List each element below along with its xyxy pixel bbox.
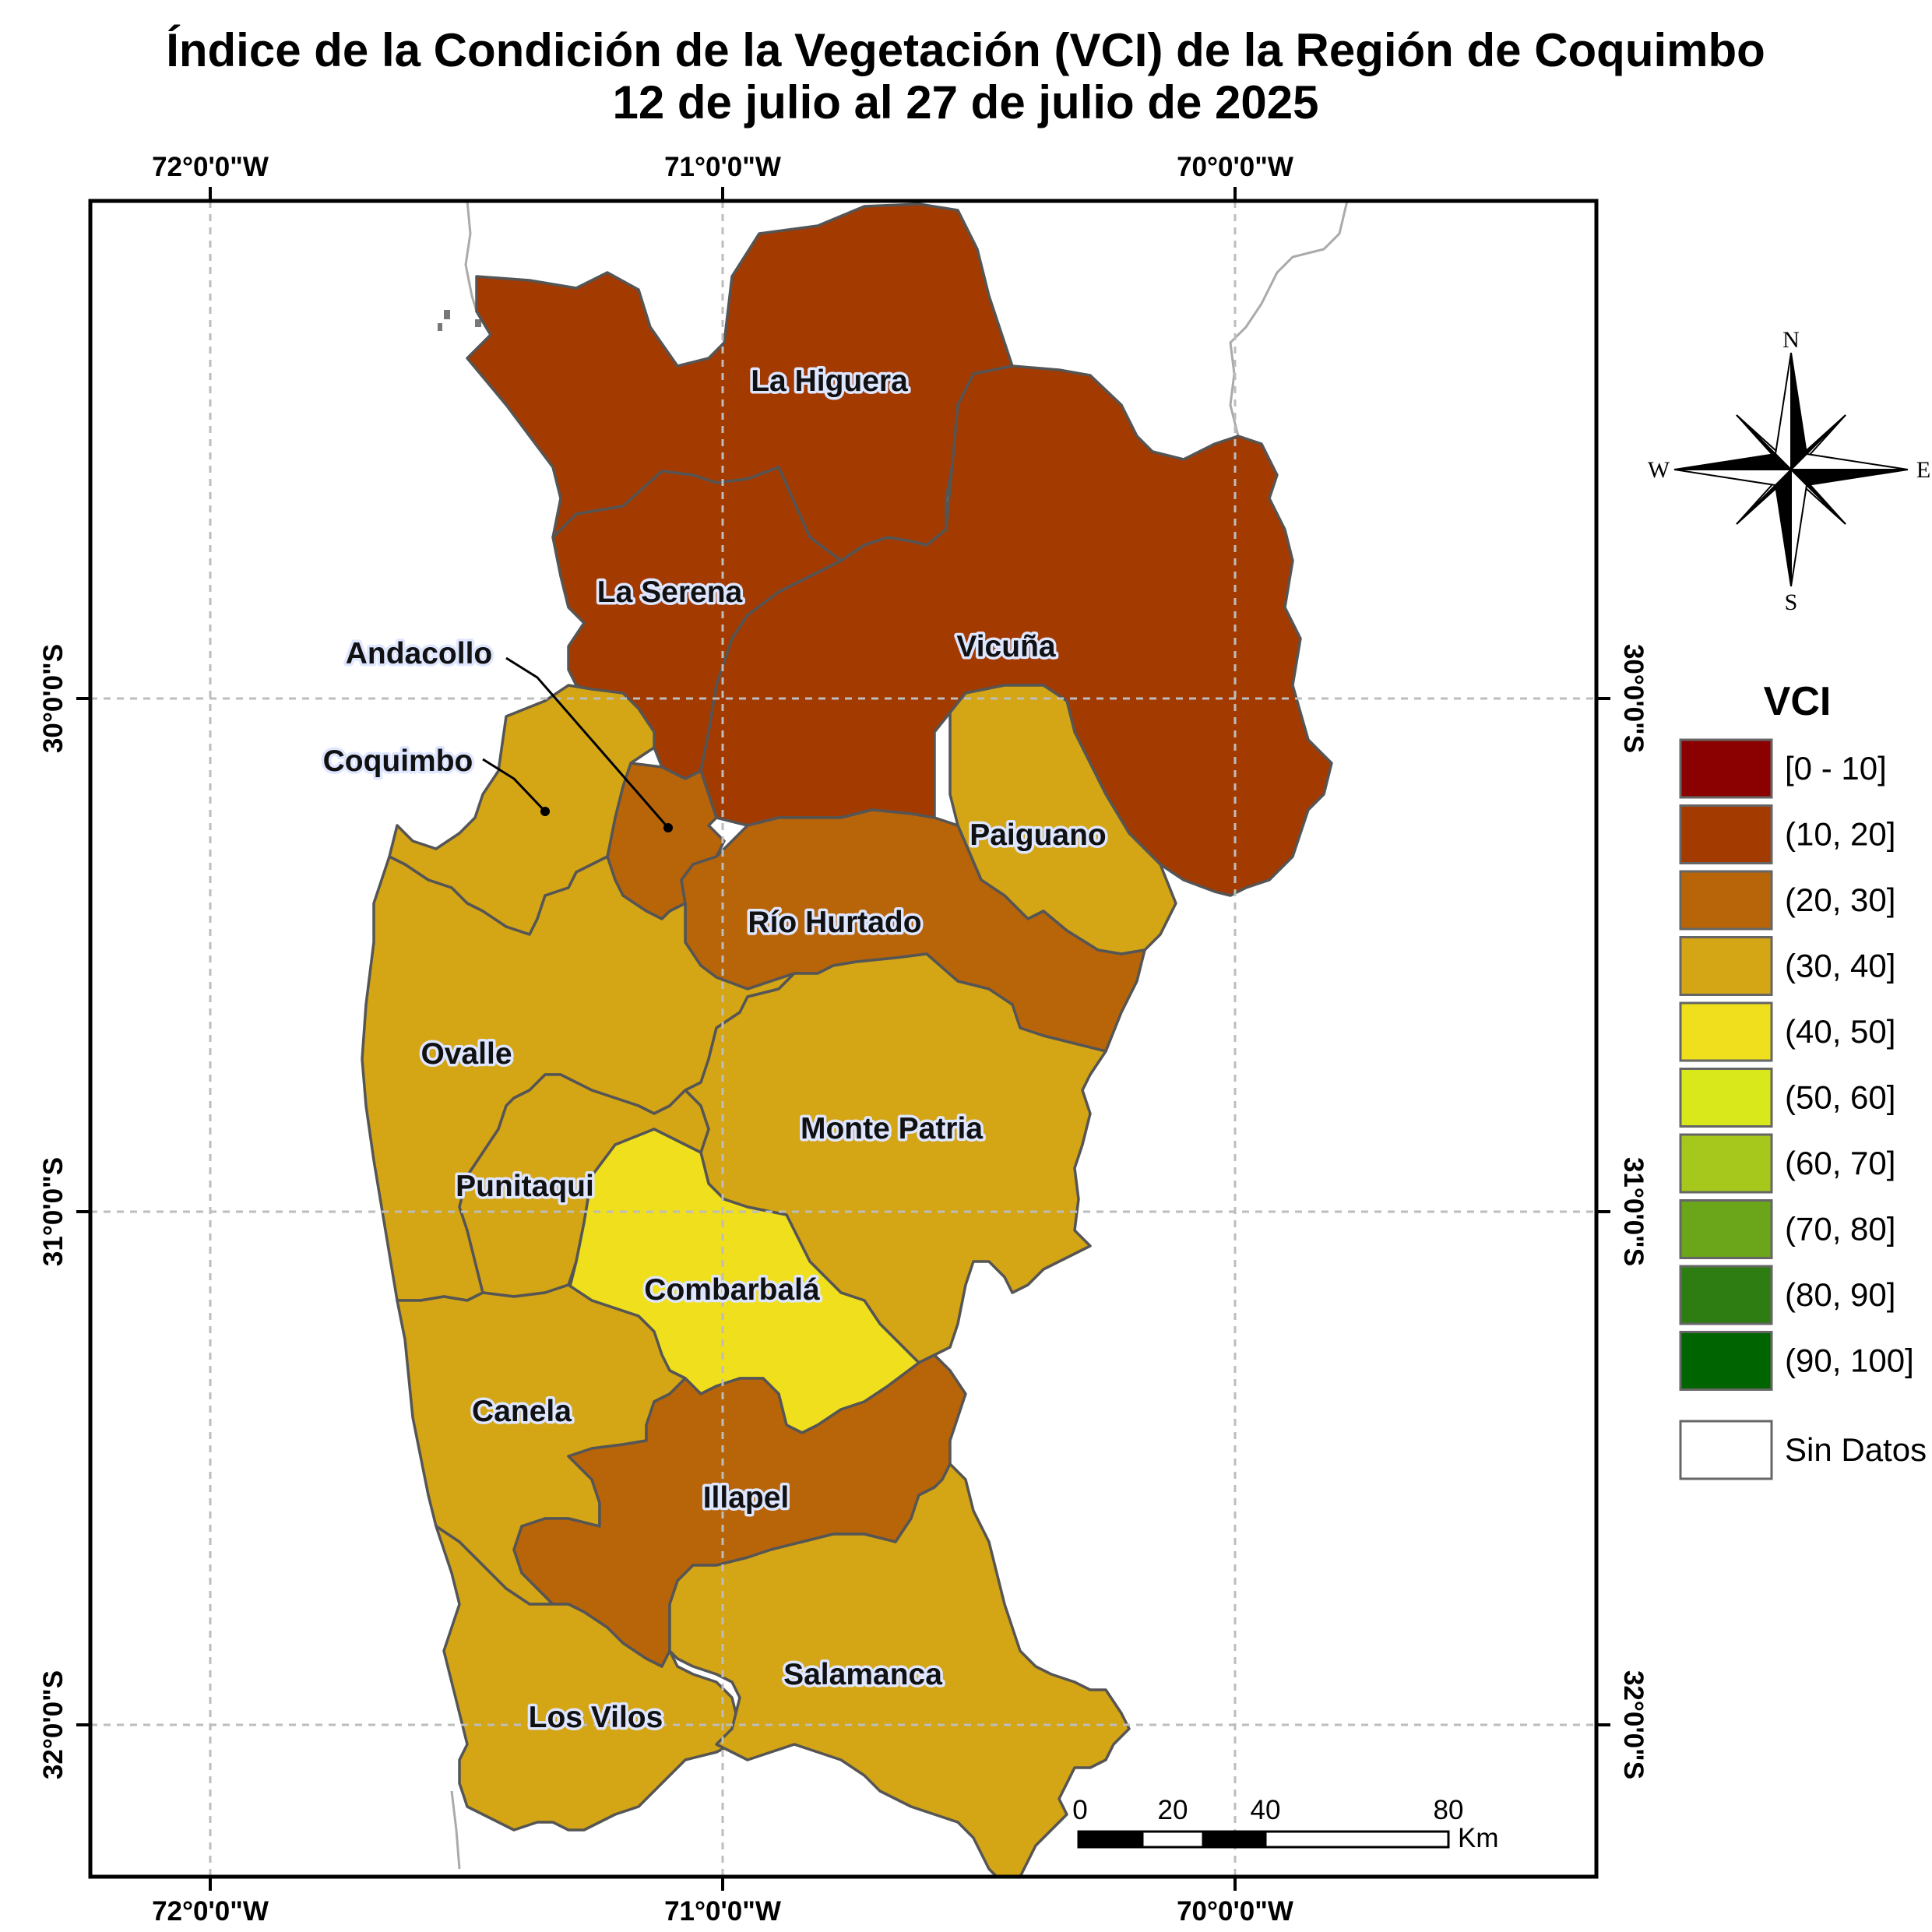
legend-items: [0 - 10] (10, 20] (20, 30] (30, 40] (40, 50]… [1679,738,1914,1391]
label-la-higuera: La Higuera [751,364,908,398]
map-title-line-1: Índice de la Condición de la Vegetación … [166,24,1765,76]
lat-label-left-31: 31°0'0"S [38,1157,69,1266]
region-los-vilos [435,1525,741,1832]
legend-swatch-9 [1679,1265,1773,1325]
lat-label-left-32: 32°0'0"S [38,1670,69,1779]
lat-label-right-30: 30°0'0"S [1618,644,1649,753]
compass-rose: N S E W [1648,327,1930,615]
scale-bar-segment-1 [1077,1830,1144,1849]
legend-swatch-10 [1679,1331,1773,1391]
coastline-south [450,1790,461,1870]
island-3 [475,319,481,327]
legend-label-9: (80, 90] [1785,1276,1895,1313]
lat-label-right-31: 31°0'0"S [1618,1157,1649,1266]
international-border-line [1229,201,1349,460]
label-paiguano: Paiguano [970,818,1107,852]
label-salamanca: Salamanca [783,1658,942,1691]
legend-label-4: (30, 40] [1785,948,1895,984]
label-monte-patria: Monte Patria [801,1112,983,1145]
compass-n: N [1782,327,1800,353]
scale-tick-0: 0 [1072,1795,1087,1825]
label-combarbala: Combarbalá [644,1273,820,1307]
label-andacollo: Andacollo [346,637,493,670]
label-canela: Canela [472,1395,572,1428]
scale-bar-segment-3 [1202,1830,1267,1849]
legend-label-6: (50, 60] [1785,1079,1895,1116]
label-coquimbo: Coquimbo [323,744,473,778]
label-ovalle: Ovalle [421,1037,512,1071]
legend-label-8: (70, 80] [1785,1211,1895,1248]
lon-label-top-70: 70°0'0"W [1177,152,1293,182]
tick-marks [76,187,1610,1891]
coquimbo-leader-line [482,758,547,813]
island-1 [444,310,450,319]
map-frame [88,199,1599,1879]
scale-bar-segment-2 [1141,1830,1205,1849]
legend-swatch-2 [1679,804,1773,864]
compass-e: E [1916,457,1930,483]
legend-label-7: (60, 70] [1785,1145,1895,1181]
scale-tick-40: 40 [1251,1795,1281,1825]
scale-bar: 0 20 40 80 Km [1072,1795,1498,1853]
graticule [90,201,1596,1877]
lon-label-bottom-71: 71°0'0"W [664,1896,781,1927]
label-illapel: Illapel [703,1481,790,1515]
lon-label-top-71: 71°0'0"W [664,152,781,182]
legend: VCI [0 - 10] (10, 20] (20, 30] (30, 40] (40,… [1679,679,1927,1480]
scale-tick-80: 80 [1434,1795,1464,1825]
lon-label-bottom-70: 70°0'0"W [1177,1896,1293,1927]
island-2 [438,323,442,331]
legend-title: VCI [1764,679,1832,724]
legend-label-3: (20, 30] [1785,882,1895,918]
andacollo-leader-line [505,656,670,829]
label-vicuna: Vicuña [956,630,1055,663]
coquimbo-point [540,807,550,816]
compass-s: S [1785,589,1798,615]
label-rio-hurtado: Río Hurtado [748,906,921,939]
label-los-vilos: Los Vilos [529,1701,663,1734]
lon-label-top-72: 72°0'0"W [152,152,269,182]
label-leaders [482,656,670,829]
legend-swatch-8 [1679,1199,1773,1259]
label-punitaqui: Punitaqui [456,1170,594,1203]
legend-label-10: (90, 100] [1785,1343,1914,1379]
compass-star-icon [1673,352,1909,587]
legend-swatch-6 [1679,1068,1773,1128]
legend-swatch-4 [1679,936,1773,996]
map-title-line-2: 12 de julio al 27 de julio de 2025 [612,76,1318,128]
lon-label-bottom-72: 72°0'0"W [152,1896,269,1927]
scale-bar-segment-4 [1264,1830,1450,1849]
legend-swatch-sin-datos [1679,1420,1773,1480]
legend-label-5: (40, 50] [1785,1013,1895,1050]
legend-label-sin-datos: Sin Datos [1785,1431,1927,1468]
legend-swatch-1 [1679,738,1773,799]
legend-label-2: (10, 20] [1785,816,1895,853]
compass-w: W [1648,457,1670,483]
lat-label-left-30: 30°0'0"S [38,644,69,753]
coastline-north [464,201,478,312]
lat-label-right-32: 32°0'0"S [1618,1670,1649,1779]
scale-unit: Km [1458,1823,1499,1853]
map-body [361,201,1349,1877]
legend-swatch-7 [1679,1133,1773,1194]
scale-tick-20: 20 [1158,1795,1188,1825]
legend-swatch-3 [1679,870,1773,931]
label-la-serena: La Serena [597,575,743,609]
legend-swatch-5 [1679,1001,1773,1062]
andacollo-point [663,823,673,832]
region-salamanca [668,1462,1131,1877]
legend-label-1: [0 - 10] [1785,750,1887,787]
